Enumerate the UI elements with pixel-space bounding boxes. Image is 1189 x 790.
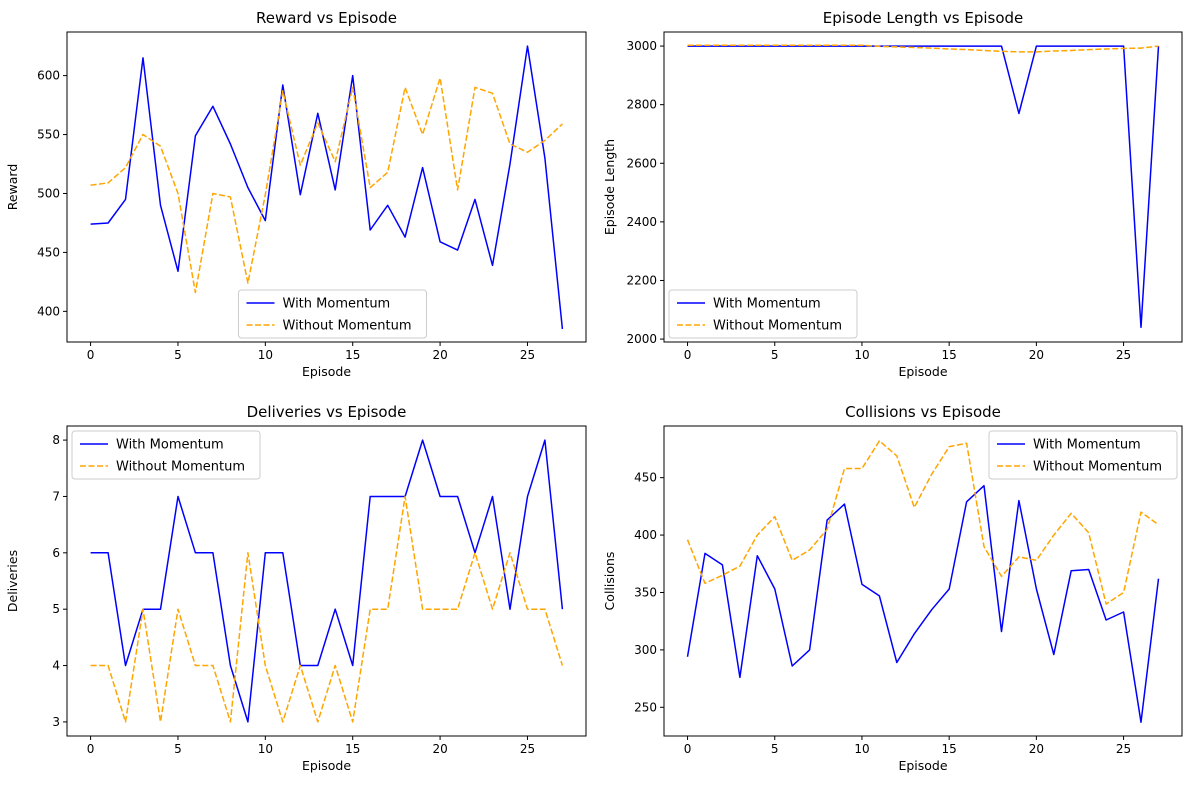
series-line-without-momentum (90, 495, 564, 723)
x-tick-label: 5 (174, 348, 182, 362)
y-tick-label: 300 (634, 643, 657, 657)
x-tick-label: 10 (258, 742, 273, 756)
x-tick-label: 15 (942, 742, 957, 756)
y-tick-label: 5 (52, 602, 60, 616)
legend-label: Without Momentum (283, 319, 412, 334)
y-tick-label: 7 (52, 489, 60, 503)
y-tick-label: 2800 (626, 98, 657, 112)
legend-label: Without Momentum (116, 460, 245, 475)
y-tick-label: 8 (52, 433, 60, 447)
series-line-without-momentum (687, 44, 1159, 53)
legend-label: Without Momentum (713, 319, 842, 334)
y-tick-label: 2200 (626, 273, 657, 287)
y-tick-label: 400 (634, 528, 657, 542)
chart-panel-1: Episode Length vs Episode 0 5 10 15 20 25 2000 2… (602, 9, 1183, 379)
x-tick-label: 25 (520, 348, 535, 362)
y-tick-label: 6 (52, 546, 60, 560)
y-tick-label: 450 (37, 245, 60, 259)
x-axis-label: Episode (898, 364, 947, 379)
axes-frame (663, 425, 1183, 737)
series-line-with-momentum (686, 484, 1160, 723)
axes-frame (663, 31, 1183, 343)
y-axis-label: Reward (5, 164, 20, 211)
x-tick-label: 5 (771, 348, 779, 362)
legend-label: With Momentum (1033, 438, 1141, 453)
x-tick-label: 15 (345, 348, 360, 362)
y-axis-label: Episode Length (602, 139, 617, 235)
series-line-with-momentum (90, 45, 564, 330)
legend-label: Without Momentum (1033, 460, 1162, 475)
chart-title: Deliveries vs Episode (247, 403, 407, 421)
y-tick-label: 450 (634, 471, 657, 485)
legend-label: With Momentum (713, 297, 821, 312)
legend-box (988, 430, 1178, 480)
y-tick-label: 2000 (626, 332, 657, 346)
x-axis-label: Episode (302, 364, 351, 379)
x-tick-label: 25 (1116, 348, 1131, 362)
legend-box (668, 289, 858, 339)
x-tick-label: 10 (258, 348, 273, 362)
x-axis-label: Episode (302, 758, 351, 773)
legend-label: With Momentum (116, 438, 224, 453)
chart-panel-0: Reward vs Episode 0 5 10 15 20 25 400 450 500 550 6… (5, 9, 587, 379)
y-tick-label: 350 (634, 585, 657, 599)
legend-box (238, 289, 427, 339)
x-tick-label: 5 (174, 742, 182, 756)
y-tick-label: 500 (37, 186, 60, 200)
x-tick-label: 20 (1029, 742, 1044, 756)
series-line-with-momentum (687, 45, 1160, 329)
y-tick-label: 2400 (626, 215, 657, 229)
y-axis-label: Collisions (602, 552, 617, 611)
chart-panel-2: Deliveries vs Episode 0 5 10 15 20 25 3 4 5 6 7 8 Epi… (5, 403, 587, 773)
x-tick-label: 0 (684, 348, 692, 362)
x-tick-label: 0 (87, 742, 95, 756)
y-tick-label: 400 (37, 304, 60, 318)
chart-title: Reward vs Episode (256, 9, 397, 27)
series-line-without-momentum (90, 77, 563, 294)
chart-panel-3: Collisions vs Episode 0 5 10 15 20 25 250 300 350… (602, 403, 1183, 773)
series-line-without-momentum (686, 440, 1159, 605)
chart-title: Episode Length vs Episode (823, 9, 1024, 27)
axes-frame (66, 425, 587, 737)
x-tick-label: 0 (684, 742, 692, 756)
y-tick-label: 4 (52, 659, 60, 673)
x-tick-label: 20 (432, 742, 447, 756)
y-tick-label: 2600 (626, 156, 657, 170)
x-tick-label: 25 (520, 742, 535, 756)
x-tick-label: 0 (87, 348, 95, 362)
y-tick-label: 250 (634, 700, 657, 714)
legend: With Momentum Without Momentum (238, 289, 427, 339)
legend-box (71, 430, 261, 480)
x-tick-label: 20 (1029, 348, 1044, 362)
y-tick-label: 3000 (626, 39, 657, 53)
axes-frame (66, 31, 587, 343)
x-tick-label: 25 (1116, 742, 1131, 756)
y-axis-label: Deliveries (5, 550, 20, 612)
legend: With Momentum Without Momentum (71, 430, 261, 480)
y-tick-label: 550 (37, 128, 60, 142)
x-tick-label: 10 (854, 348, 869, 362)
chart-title: Collisions vs Episode (845, 403, 1001, 421)
legend-label: With Momentum (283, 297, 391, 312)
y-tick-label: 3 (52, 715, 60, 729)
x-tick-label: 10 (854, 742, 869, 756)
x-tick-label: 15 (942, 348, 957, 362)
x-tick-label: 20 (432, 348, 447, 362)
y-tick-label: 600 (37, 69, 60, 83)
x-axis-label: Episode (898, 758, 947, 773)
series-line-with-momentum (90, 439, 564, 723)
legend: With Momentum Without Momentum (668, 289, 858, 339)
x-tick-label: 15 (345, 742, 360, 756)
legend: With Momentum Without Momentum (988, 430, 1178, 480)
x-tick-label: 5 (771, 742, 779, 756)
